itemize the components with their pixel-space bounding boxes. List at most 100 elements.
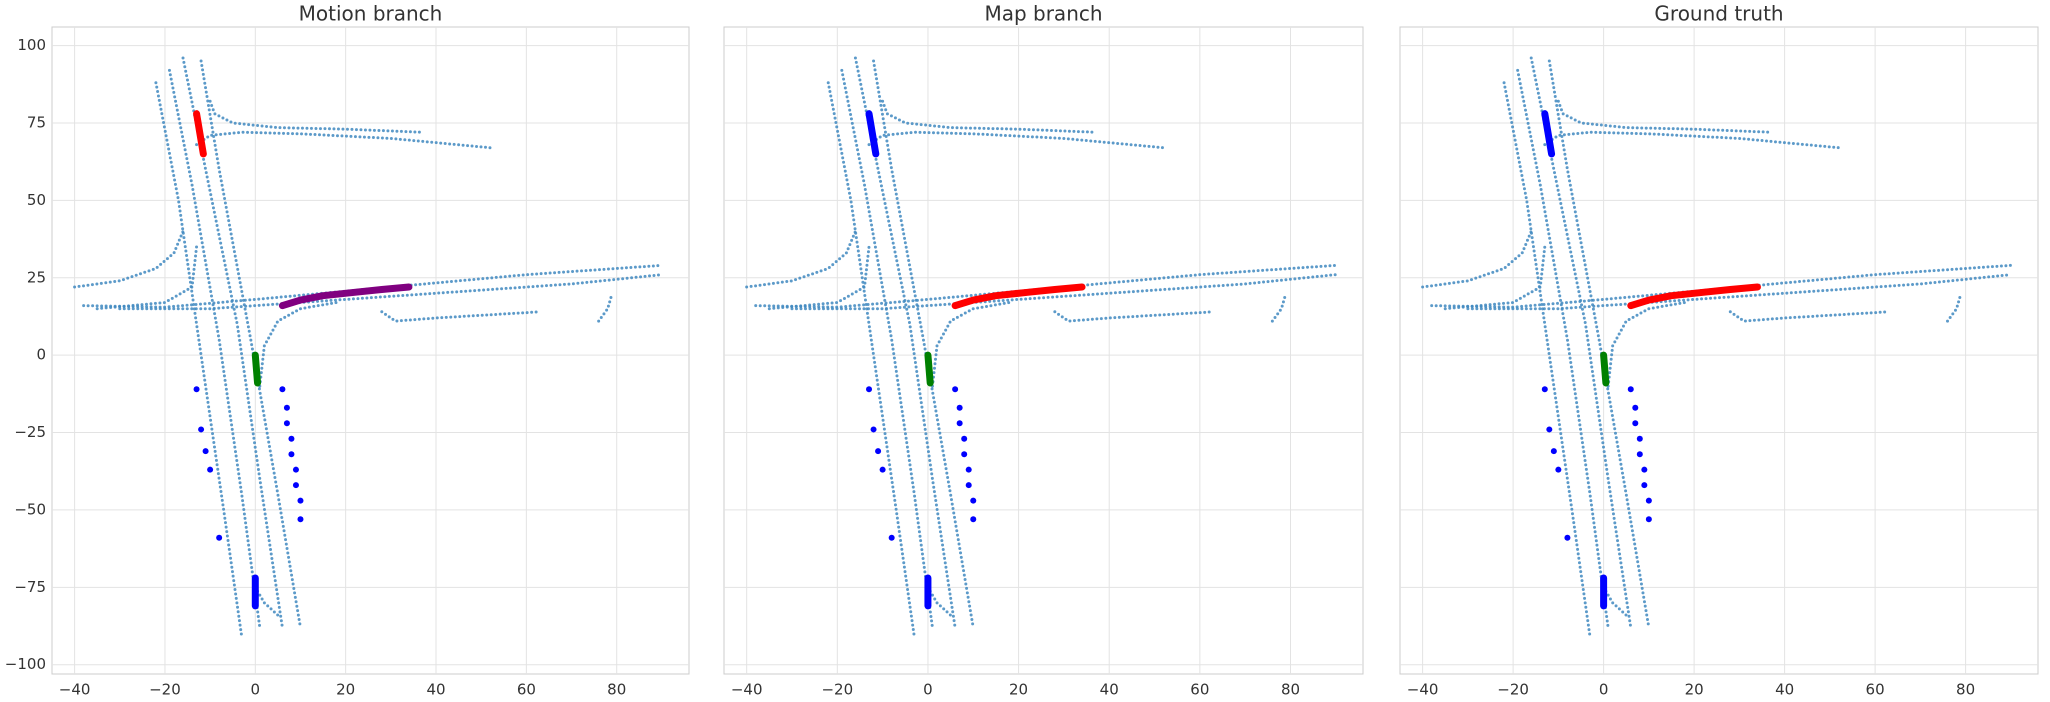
plot-area bbox=[51, 26, 690, 675]
agent-point bbox=[283, 404, 290, 411]
x-tick-label: −20 bbox=[1497, 681, 1529, 699]
lane-line bbox=[82, 263, 664, 309]
agent-point bbox=[970, 516, 977, 523]
lane-line bbox=[745, 229, 857, 289]
lane-line bbox=[597, 291, 614, 323]
agent-point bbox=[1641, 482, 1648, 489]
agent-point bbox=[1632, 420, 1639, 427]
lane-line bbox=[867, 130, 1166, 150]
lane-line bbox=[826, 81, 916, 639]
x-tick-label: 80 bbox=[607, 681, 626, 699]
agent-point bbox=[216, 534, 223, 541]
agent-point bbox=[283, 420, 290, 427]
trajectory bbox=[193, 110, 207, 158]
lane-line bbox=[1516, 68, 1610, 630]
lane-line bbox=[1430, 263, 2013, 309]
agent-point bbox=[1641, 466, 1648, 473]
agent-point bbox=[193, 386, 200, 393]
lane-line bbox=[930, 301, 1012, 388]
plot-area bbox=[1399, 26, 2039, 675]
chart-title: Ground truth bbox=[1654, 2, 1783, 26]
trajectory bbox=[1627, 283, 1761, 310]
trajectory bbox=[865, 110, 880, 158]
lane-line bbox=[1421, 229, 1533, 289]
lane-line bbox=[1547, 59, 1651, 630]
x-tick-label: 40 bbox=[1100, 681, 1119, 699]
x-tick-label: 0 bbox=[251, 681, 261, 699]
y-tick-label: −100 bbox=[5, 655, 46, 673]
x-tick-label: 20 bbox=[1009, 681, 1028, 699]
x-tick-label: −20 bbox=[821, 681, 853, 699]
lane-line bbox=[1466, 273, 2013, 311]
agent-point bbox=[1550, 448, 1557, 455]
agent-point bbox=[1645, 516, 1652, 523]
x-tick-label: 60 bbox=[517, 681, 536, 699]
x-tick-label: 40 bbox=[1775, 681, 1794, 699]
agent-point bbox=[961, 451, 968, 458]
y-tick-label: −75 bbox=[14, 578, 46, 596]
agent-point bbox=[202, 448, 209, 455]
x-tick-label: 20 bbox=[336, 681, 355, 699]
lane-line bbox=[73, 229, 185, 289]
agent-point bbox=[292, 482, 299, 489]
agent-point bbox=[1546, 426, 1553, 433]
y-tick-label: −50 bbox=[14, 500, 46, 518]
agent-point bbox=[297, 497, 304, 504]
agent-point bbox=[875, 448, 882, 455]
agent-point bbox=[965, 466, 972, 473]
agent-point bbox=[288, 451, 295, 458]
agent-point bbox=[888, 534, 895, 541]
agent-point bbox=[1541, 386, 1548, 393]
y-tick-label: −25 bbox=[14, 423, 46, 441]
chart-title: Motion branch bbox=[299, 2, 443, 26]
trajectory bbox=[1541, 110, 1556, 158]
trajectory bbox=[1600, 351, 1610, 387]
agent-point bbox=[207, 466, 214, 473]
lane-line bbox=[195, 130, 492, 150]
x-tick-label: 40 bbox=[426, 681, 445, 699]
agent-point bbox=[198, 426, 205, 433]
plot-area bbox=[723, 26, 1364, 675]
x-tick-label: 20 bbox=[1685, 681, 1704, 699]
agent-point bbox=[279, 386, 286, 393]
lane-line bbox=[1502, 81, 1592, 639]
lane-line bbox=[790, 273, 1338, 311]
y-tick-label: 0 bbox=[36, 346, 46, 364]
lane-line bbox=[1543, 130, 1841, 150]
agent-point bbox=[288, 435, 295, 442]
x-tick-label: 60 bbox=[1866, 681, 1885, 699]
agent-point bbox=[1636, 435, 1643, 442]
x-tick-label: 0 bbox=[1599, 681, 1609, 699]
x-tick-label: 80 bbox=[1281, 681, 1300, 699]
agent-point bbox=[1627, 386, 1634, 393]
trajectory bbox=[951, 283, 1086, 310]
y-tick-label: 25 bbox=[27, 268, 46, 286]
lane-line bbox=[1946, 291, 1963, 323]
agent-point bbox=[956, 404, 963, 411]
lane-line bbox=[199, 59, 302, 630]
lane-line bbox=[1270, 291, 1288, 323]
x-tick-label: −40 bbox=[731, 681, 763, 699]
agent-point bbox=[297, 516, 304, 523]
lane-line bbox=[1053, 310, 1215, 323]
trajectory bbox=[251, 351, 262, 387]
x-tick-label: −40 bbox=[1407, 681, 1439, 699]
lane-line bbox=[754, 263, 1338, 309]
lane-line bbox=[118, 273, 664, 311]
agent-point bbox=[1555, 466, 1562, 473]
lane-line bbox=[872, 59, 975, 630]
y-tick-label: 50 bbox=[27, 191, 46, 209]
agent-point bbox=[879, 466, 886, 473]
x-tick-label: 80 bbox=[1956, 681, 1975, 699]
agent-point bbox=[1645, 497, 1652, 504]
x-tick-label: 0 bbox=[923, 681, 933, 699]
lane-line bbox=[1728, 310, 1891, 323]
agent-point bbox=[970, 497, 977, 504]
x-tick-label: 60 bbox=[1190, 681, 1209, 699]
agent-point bbox=[1632, 404, 1639, 411]
lane-line bbox=[1606, 301, 1687, 388]
agent-point bbox=[961, 435, 968, 442]
lane-line bbox=[840, 68, 934, 630]
agent-point bbox=[1636, 451, 1643, 458]
